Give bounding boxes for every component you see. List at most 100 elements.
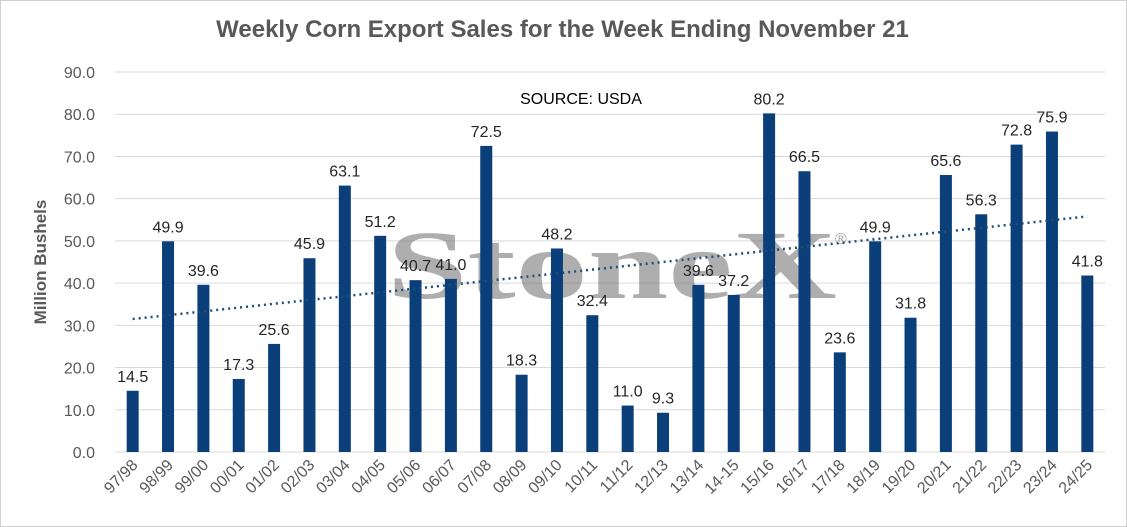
x-tick-label: 97/98 [101,457,141,497]
x-tick-label: 13/14 [667,457,707,497]
bar-16-17 [798,171,811,452]
bar-15-16 [763,113,776,452]
data-label: 11.0 [613,384,643,401]
x-tick-label: 02/03 [278,457,318,497]
bar-11-12 [621,405,634,452]
data-label: 45.9 [294,236,325,253]
data-label: 80.2 [754,91,785,108]
bar-17-18 [833,352,846,452]
bar-18-19 [869,241,882,452]
x-tick-label: 11/12 [597,457,637,497]
data-labels: 14.5 49.9 39.6 17.3 25.6 45.9 63.1 51.2 40.7 41.0… [117,91,1103,407]
x-tick-label: 05/06 [384,457,424,497]
y-tick-label: 0.0 [73,445,95,462]
data-label: 51.2 [365,214,396,231]
bar-12-13 [657,412,670,452]
data-label: 56.3 [966,192,997,209]
y-tick-label: 20.0 [64,361,95,378]
data-label: 17.3 [223,357,254,374]
x-tick-label: 07/08 [455,457,495,497]
bar-03-04 [338,185,351,453]
bar-10-11 [586,315,599,452]
x-tick-label: 01/02 [243,457,283,497]
x-tick-label: 12/13 [632,457,672,497]
data-label: 65.6 [930,153,961,170]
bar-00-01 [232,378,245,452]
x-tick-label: 99/00 [172,457,212,497]
data-label: 72.5 [471,124,502,141]
data-label: 41.8 [1072,254,1103,271]
x-tick-label: 21/22 [950,457,990,497]
data-label: 9.3 [652,391,674,408]
bar-08-09 [515,374,528,452]
data-label: 49.9 [152,219,183,236]
y-tick-label: 80.0 [64,107,95,124]
x-tick-label: 22/23 [985,457,1025,497]
bar-05-06 [409,280,422,452]
data-label: 18.3 [506,353,537,370]
x-tick-label: 06/07 [419,457,459,497]
data-label: 63.1 [329,164,360,181]
y-tick-label: 70.0 [64,149,95,166]
x-tick-label: 19/20 [879,457,919,497]
data-label: 39.6 [188,263,219,280]
trendline [132,215,1088,321]
watermark-stonex: StoneX [387,212,837,320]
y-tick-label: 60.0 [64,192,95,209]
bar-14-15 [727,294,740,452]
x-tick-label: 18/19 [844,457,884,497]
x-tick-label: 16/17 [773,457,813,497]
x-tick-label: 24/25 [1056,457,1096,497]
bar-22-23 [1010,144,1023,452]
data-label: 75.9 [1036,110,1067,127]
bar-04-05 [374,235,387,452]
y-tick-label: 10.0 [64,403,95,420]
x-tick-label: 20/21 [914,457,954,497]
x-tick-label: 15/16 [738,457,778,497]
bar-20-21 [939,175,952,452]
data-label: 49.9 [860,219,891,236]
x-tick-label: 00/01 [207,457,247,497]
y-tick-label: 90.0 [64,65,95,82]
bar-07-08 [480,145,493,452]
bar-23-24 [1045,131,1058,453]
bar-98-99 [162,241,175,452]
data-label: 25.6 [259,322,290,339]
bar-01-02 [268,343,281,452]
x-tick-label: 03/04 [313,457,353,497]
x-tick-label: 23/24 [1020,457,1060,497]
data-label: 32.4 [577,293,608,310]
watermark-registered-mark: ® [835,231,847,248]
x-tick-label: 17/18 [808,457,848,497]
data-label: 14.5 [117,369,148,386]
x-tick-label: 04/05 [349,457,389,497]
data-label: 48.2 [541,226,572,243]
data-label: 40.7 [400,258,431,275]
x-tick-label: 10/11 [562,457,602,497]
data-label: 39.6 [683,263,714,280]
y-tick-labels: 0.0 10.0 20.0 30.0 40.0 50.0 60.0 70.0 80.0 90.0 [64,65,95,462]
y-tick-label: 50.0 [64,234,95,251]
chart-title: Weekly Corn Export Sales for the Week En… [216,16,909,43]
bar-06-07 [444,278,457,452]
bar-02-03 [303,258,316,452]
bar-19-20 [904,317,917,452]
data-label: 66.5 [789,149,820,166]
bar-09-10 [550,248,563,452]
x-tick-label: 14-15 [702,457,743,498]
data-label: 37.2 [718,273,749,290]
x-tick-label: 08/09 [490,457,530,497]
x-tick-label: 09/10 [525,457,565,497]
source-annotation: SOURCE: USDA [520,91,642,108]
bar-99-00 [197,284,210,452]
x-tick-label: 98/99 [137,457,177,497]
bar-13-14 [692,284,705,452]
data-label: 41.0 [435,257,466,274]
bar-24-25 [1081,275,1094,452]
x-tick-labels: 97/9898/9999/0000/0101/0202/0303/0404/05… [101,457,1096,498]
y-axis-label: Million Bushels [31,200,50,325]
bar-97-98 [126,390,139,452]
bars [126,113,1094,453]
